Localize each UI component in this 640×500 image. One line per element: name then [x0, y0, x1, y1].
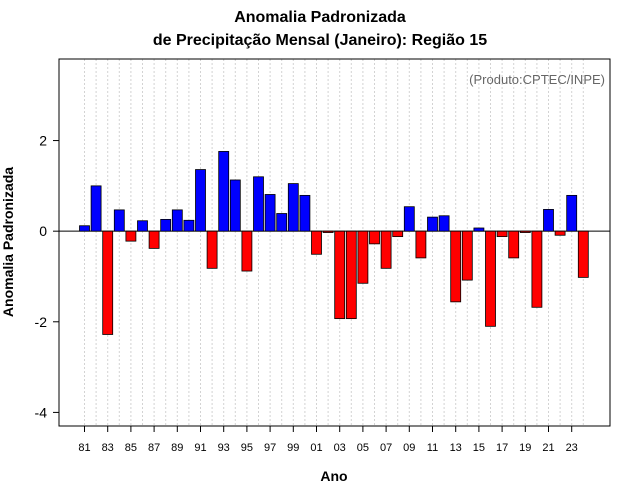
bar-02 [322, 230, 334, 233]
bar-07 [380, 230, 392, 269]
x-tick-label: 97 [264, 442, 276, 454]
x-tick-label: 21 [542, 442, 554, 454]
bar-87 [148, 230, 160, 249]
bar-00 [299, 194, 311, 232]
bar-03 [334, 230, 346, 320]
x-tick-label: 95 [241, 442, 253, 454]
y-axis: -4 -2 0 2 [35, 133, 59, 420]
x-axis: 81 83 85 87 89 91 93 95 97 99 01 03 05 07 09 11 13 15 17 19… [78, 426, 578, 454]
bar-16 [485, 230, 496, 327]
x-tick-label: 17 [496, 442, 508, 454]
bar-21 [543, 209, 554, 232]
y-tick-label: 0 [39, 223, 47, 239]
bar-97 [264, 194, 276, 232]
bar-series [79, 151, 589, 335]
bar-82 [90, 185, 102, 232]
bar-85 [125, 230, 137, 242]
bar-99 [287, 183, 299, 232]
bar-09 [403, 206, 415, 232]
x-tick-label: 01 [310, 442, 322, 454]
plot-frame [58, 58, 611, 427]
x-tick-label: 89 [171, 442, 183, 454]
x-tick-label: 23 [566, 442, 578, 454]
bar-83 [102, 230, 114, 335]
bar-22 [554, 230, 566, 236]
bar-15 [473, 227, 485, 232]
chart-title-line1: Anomalia Padronizada [234, 9, 406, 26]
bar-04 [345, 230, 357, 320]
bar-05 [357, 230, 369, 284]
credit-text: (Produto:CPTEC/INPE) [469, 72, 605, 87]
x-tick-label: 03 [334, 442, 346, 454]
bar-17 [496, 230, 508, 238]
bar-24 [577, 230, 589, 278]
bar-13 [450, 230, 462, 303]
bar-81 [79, 225, 90, 232]
bar-93 [218, 151, 230, 232]
x-tick-label: 13 [450, 442, 462, 454]
x-tick-label: 91 [194, 442, 206, 454]
bar-12 [438, 215, 450, 232]
bar-14 [461, 230, 473, 281]
bar-18 [508, 230, 520, 259]
x-tick-label: 19 [519, 442, 531, 454]
x-tick-label: 15 [473, 442, 485, 454]
x-tick-label: 83 [102, 442, 114, 454]
x-tick-label: 05 [357, 442, 369, 454]
x-tick-label: 07 [380, 442, 392, 454]
chart-title-line2: de Precipitação Mensal (Janeiro): Região… [152, 32, 488, 49]
vertical-gridlines [84, 59, 584, 426]
bar-89 [171, 209, 183, 232]
bar-01 [311, 230, 322, 255]
bar-96 [253, 176, 264, 232]
bar-91 [195, 169, 206, 232]
bar-23 [566, 194, 578, 232]
bar-19 [519, 230, 531, 233]
bar-92 [206, 230, 218, 269]
bar-86 [137, 220, 148, 232]
x-tick-label: 11 [427, 442, 438, 454]
x-tick-label: 99 [287, 442, 299, 454]
y-tick-label: -2 [35, 314, 48, 330]
bar-06 [369, 230, 380, 245]
bar-84 [113, 209, 125, 232]
y-tick-label: 2 [39, 133, 47, 149]
bar-88 [160, 218, 172, 232]
x-tick-label: 85 [125, 442, 137, 454]
bar-10 [415, 230, 427, 259]
bar-11 [427, 216, 438, 232]
y-tick-label: -4 [35, 404, 48, 420]
bar-94 [229, 179, 241, 232]
x-tick-label: 81 [78, 442, 90, 454]
x-tick-label: 09 [403, 442, 415, 454]
y-axis-title: Anomalia Padronizada [0, 167, 16, 317]
bar-08 [392, 230, 404, 238]
bar-90 [183, 219, 195, 232]
x-tick-label: 93 [218, 442, 230, 454]
bar-95 [241, 230, 253, 272]
bar-20 [531, 230, 543, 308]
bar-98 [276, 213, 288, 232]
x-axis-title: Ano [320, 468, 347, 484]
x-tick-label: 87 [148, 442, 160, 454]
